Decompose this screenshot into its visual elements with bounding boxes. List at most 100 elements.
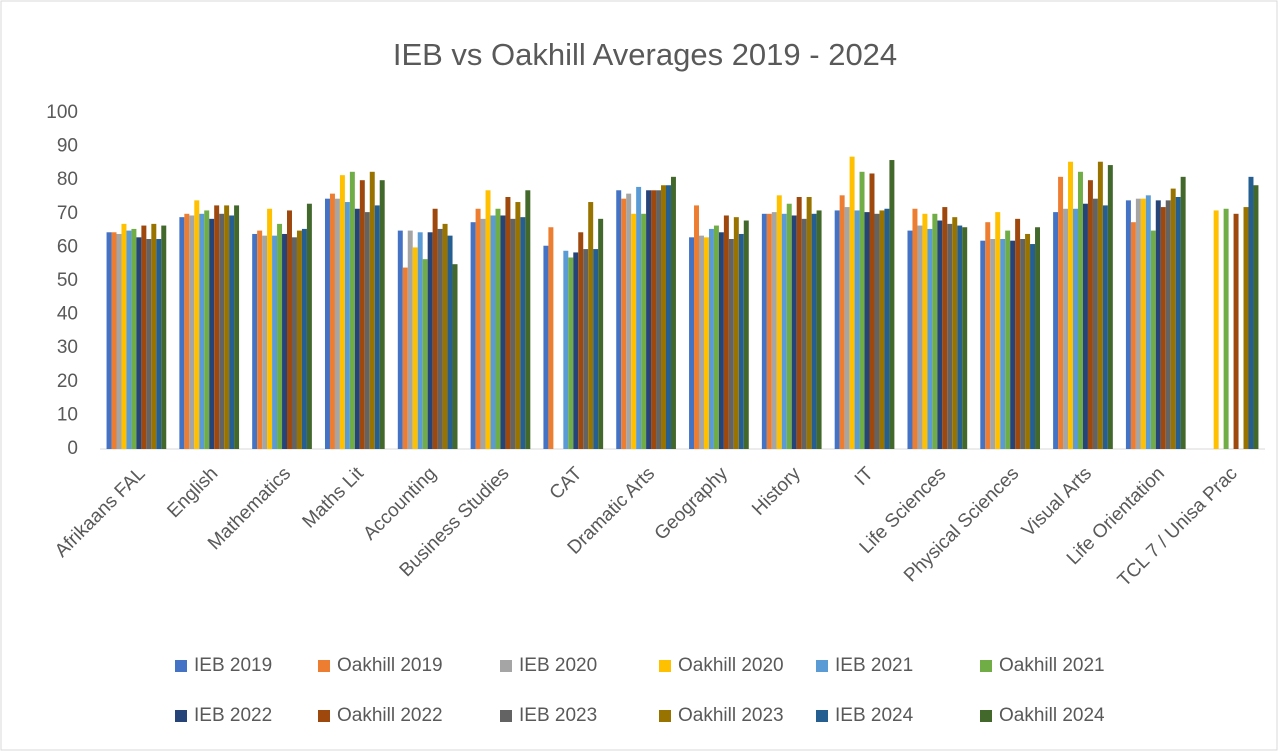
bar	[781, 213, 787, 449]
bar	[578, 232, 584, 449]
bar	[766, 213, 772, 449]
bar	[990, 239, 996, 449]
bar	[359, 180, 365, 449]
legend-swatch	[816, 660, 828, 672]
y-tick-label: 0	[67, 438, 78, 459]
bar	[282, 233, 288, 449]
bar	[374, 205, 380, 449]
bar	[234, 205, 240, 449]
bar	[588, 202, 594, 449]
bar	[452, 264, 458, 449]
bar	[641, 213, 647, 449]
bar	[1253, 185, 1259, 450]
bar	[422, 259, 428, 449]
bar	[301, 228, 307, 449]
bar	[287, 210, 292, 449]
bar	[480, 218, 486, 449]
bar	[475, 208, 481, 449]
bar	[1145, 195, 1151, 449]
bar	[995, 212, 1001, 449]
bar	[339, 175, 345, 449]
bar	[718, 232, 724, 449]
bar	[126, 230, 132, 449]
bar	[646, 190, 652, 449]
bar	[141, 225, 147, 449]
bar	[214, 205, 220, 449]
bar	[437, 228, 443, 449]
bar	[515, 202, 521, 449]
bar	[427, 232, 433, 449]
bar	[432, 208, 438, 449]
bar	[689, 237, 695, 449]
bar	[661, 185, 666, 450]
bar	[626, 193, 632, 449]
bar	[573, 252, 579, 449]
bar	[151, 223, 157, 449]
bar	[447, 235, 453, 449]
legend-label: IEB 2024	[835, 705, 914, 726]
bar	[1073, 208, 1078, 449]
bar	[806, 197, 812, 449]
bar	[816, 210, 822, 449]
legend-label: Oakhill 2023	[678, 705, 784, 726]
legend-label: Oakhill 2020	[678, 655, 784, 676]
bar	[1025, 233, 1031, 449]
legend-swatch	[318, 710, 330, 722]
chart-title: IEB vs Oakhill Averages 2019 - 2024	[393, 37, 897, 72]
bar	[616, 190, 622, 449]
bar	[262, 235, 268, 449]
bar	[229, 215, 235, 449]
bar	[267, 208, 273, 449]
bar	[291, 237, 297, 449]
bar	[1180, 176, 1186, 449]
bar	[1213, 210, 1219, 449]
bar	[146, 239, 152, 449]
bar	[879, 210, 885, 449]
bar	[656, 190, 662, 449]
bar	[568, 257, 574, 449]
bar	[869, 173, 875, 450]
bar	[111, 232, 117, 449]
bar	[811, 213, 817, 449]
bar	[548, 227, 554, 449]
bar	[947, 223, 953, 449]
y-tick-label: 90	[57, 136, 78, 157]
legend-label: Oakhill 2022	[337, 705, 443, 726]
bar	[344, 202, 350, 449]
bar	[1130, 222, 1136, 449]
y-tick-label: 30	[57, 337, 78, 358]
bar	[665, 185, 671, 450]
bar	[761, 213, 767, 449]
bar	[1010, 240, 1016, 449]
legend-label: Oakhill 2019	[337, 655, 443, 676]
bar	[598, 218, 604, 449]
bar	[621, 198, 627, 449]
bar	[699, 235, 704, 449]
bar	[563, 250, 569, 449]
bar	[106, 232, 112, 449]
y-tick-label: 80	[57, 169, 78, 190]
bar	[179, 217, 185, 449]
bar	[728, 239, 734, 449]
bar	[379, 180, 385, 449]
y-tick-label: 40	[57, 304, 78, 325]
legend-label: IEB 2023	[519, 705, 597, 726]
bar	[490, 215, 496, 449]
legend-swatch	[500, 710, 512, 722]
bar	[937, 220, 943, 449]
bar	[364, 212, 370, 449]
bar	[402, 267, 408, 449]
bar	[1165, 200, 1171, 449]
bar	[349, 171, 355, 450]
bar	[1000, 239, 1006, 449]
bar	[156, 239, 162, 449]
bar	[397, 230, 403, 449]
bar	[1053, 212, 1059, 449]
bar	[257, 230, 263, 449]
bar	[252, 233, 258, 449]
bar	[204, 210, 210, 449]
bar	[733, 217, 739, 449]
bar	[738, 233, 744, 449]
bar	[694, 205, 700, 449]
bar	[723, 215, 729, 449]
